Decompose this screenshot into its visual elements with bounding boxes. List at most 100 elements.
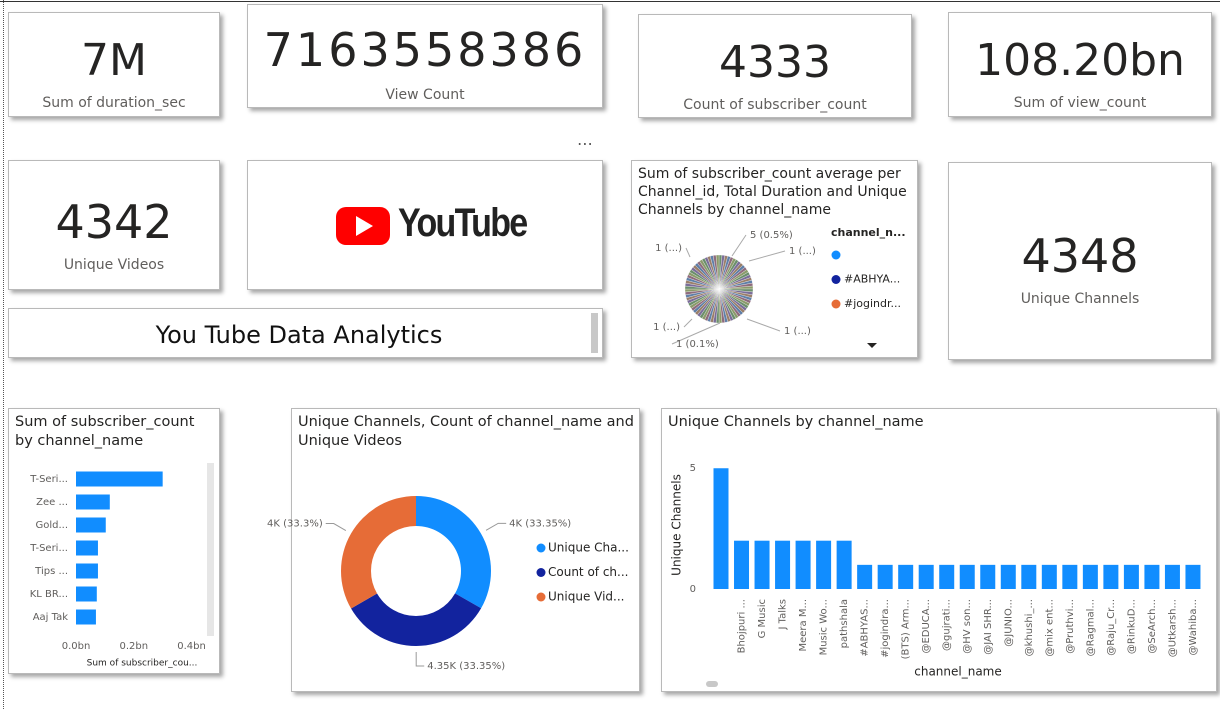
bar	[713, 468, 729, 589]
x-tick-label: @Ragmal...	[1085, 599, 1096, 656]
card-label: Unique Channels	[1020, 291, 1140, 307]
legend-marker	[536, 543, 546, 553]
scrollbar[interactable]	[207, 463, 214, 636]
pie-texture	[715, 254, 720, 290]
card[interactable]: 4333 Count of subscriber_count	[638, 14, 912, 118]
data-label: 4.35K (33.35%)	[427, 661, 505, 672]
bar	[939, 564, 955, 589]
x-tick-label: 0.0bn	[62, 641, 91, 652]
x-tick-label: @Utkarsh...	[1167, 599, 1178, 657]
bar	[836, 540, 852, 589]
page-border-left	[3, 0, 4, 709]
x-tick-label: pathshala	[839, 599, 850, 648]
x-tick-label: J Talks	[778, 599, 789, 631]
x-axis-title: Sum of subscriber_cou...	[87, 659, 198, 669]
y-tick-label: Tips ...	[34, 566, 68, 577]
x-tick-label: @gujrati...	[942, 599, 953, 651]
hbar-visual[interactable]: T-Seri... Zee ... Gold... T-Seri... Tips ...…	[8, 408, 220, 674]
bar	[857, 564, 873, 589]
data-label: 1 (...)	[653, 322, 680, 333]
y-tick-label: Aaj Tak	[33, 612, 69, 623]
logo-panel: YouTube	[247, 160, 603, 290]
legend-label: Unique Cha...	[548, 541, 629, 555]
legend-scroll-arrow[interactable]	[867, 343, 877, 348]
bar	[76, 494, 110, 510]
logo-play	[356, 216, 373, 236]
card[interactable]: 108.20bn Sum of view_count	[948, 12, 1212, 117]
bar	[816, 540, 832, 589]
bar	[1123, 564, 1139, 589]
y-tick-label: T-Seri...	[29, 543, 68, 554]
banner-text: You Tube Data Analytics	[155, 321, 443, 349]
x-tick-label: @HV son...	[962, 599, 973, 654]
card-label: View Count	[385, 87, 465, 103]
card-label: Sum of view_count	[1013, 95, 1147, 111]
donut-visual[interactable]: 4K (33.35%) Unique Cha... 4.35K (33.35%) Co…	[267, 408, 640, 692]
bar	[1000, 564, 1016, 589]
bar	[775, 540, 791, 589]
leader-line	[685, 247, 691, 258]
x-tick-label: (BTS) Arm...	[901, 599, 912, 659]
card-label: Unique Videos	[63, 257, 165, 273]
leader-line	[485, 522, 507, 531]
x-tick-label: @RinkuD...	[1126, 599, 1137, 654]
plot: 0 5 Bhojpuri ... G Music J Talks Meera M... Mu…	[670, 463, 1201, 687]
data-label: 4K (33.3%)	[267, 519, 323, 530]
y-tick-label: Zee ...	[36, 497, 68, 508]
legend-marker	[831, 275, 841, 284]
logo-icon	[336, 207, 390, 245]
x-tick-label: Meera M...	[798, 599, 809, 652]
bar	[1062, 564, 1078, 589]
card[interactable]: 7163558386 View Count	[247, 4, 603, 108]
bar	[1185, 564, 1201, 589]
legend-label: #jogindr...	[844, 297, 901, 310]
data-label: 1 (...)	[655, 243, 682, 254]
legend-marker	[831, 250, 841, 260]
card-label: Sum of duration_sec	[42, 95, 186, 111]
leader-line	[748, 250, 786, 262]
page-border-top	[0, 1, 1220, 2]
card-value: 108.20bn	[975, 35, 1185, 86]
card-value: 7163558386	[263, 23, 587, 77]
bar	[76, 563, 98, 579]
data-label: 1 (0.1%)	[676, 339, 719, 350]
legend-marker	[831, 299, 841, 309]
more-options[interactable]: ⋯	[577, 134, 593, 153]
card[interactable]: 4342 Unique Videos	[8, 160, 220, 290]
bar	[76, 517, 106, 533]
leader-line	[415, 651, 425, 667]
legend-title: channel_n...	[831, 226, 906, 239]
bar	[754, 540, 770, 589]
bar	[1103, 564, 1119, 589]
data-label: 1 (...)	[789, 246, 816, 257]
legend-label: Count of ch...	[548, 565, 628, 579]
leader-line	[683, 318, 693, 328]
visual-title: Unique Channels by channel_name	[668, 414, 924, 430]
bar	[76, 540, 98, 556]
legend-label: #ABHYA...	[844, 273, 900, 286]
scrollbar[interactable]	[591, 313, 598, 353]
legend-marker	[536, 568, 546, 577]
card[interactable]: 7M Sum of duration_sec	[8, 12, 220, 117]
x-tick-label: @khushi_...	[1024, 599, 1035, 656]
bar	[959, 564, 975, 589]
plot: T-Seri... Zee ... Gold... T-Seri... Tips ...…	[29, 463, 214, 669]
x-tick-label: @SeArch...	[1147, 599, 1158, 654]
y-tick-label: 0	[690, 584, 696, 595]
bar-visual[interactable]: 0 5 Bhojpuri ... G Music J Talks Meera M... Mu…	[661, 408, 1217, 692]
bar	[898, 564, 914, 589]
card[interactable]: 4348 Unique Channels	[948, 162, 1212, 360]
x-axis-title: channel_name	[914, 665, 1002, 679]
x-tick-label: 0.2bn	[119, 641, 148, 652]
y-tick-label: T-Seri...	[29, 474, 68, 485]
x-tick-label: @JAI SHR...	[983, 599, 994, 655]
data-label: 1 (...)	[784, 326, 811, 337]
leader-line	[325, 523, 347, 531]
scrollbar[interactable]	[706, 681, 718, 687]
bar	[1144, 564, 1160, 589]
y-tick-label: 5	[690, 463, 696, 474]
leader-line	[731, 234, 747, 257]
card-value: 4348	[1021, 229, 1139, 283]
pie-visual[interactable]: 5 (0.5%) 1 (...) 1 (...) 1 (...) 1 (...) 1 (0…	[631, 160, 918, 358]
legend-label: Unique Vid...	[548, 590, 624, 604]
